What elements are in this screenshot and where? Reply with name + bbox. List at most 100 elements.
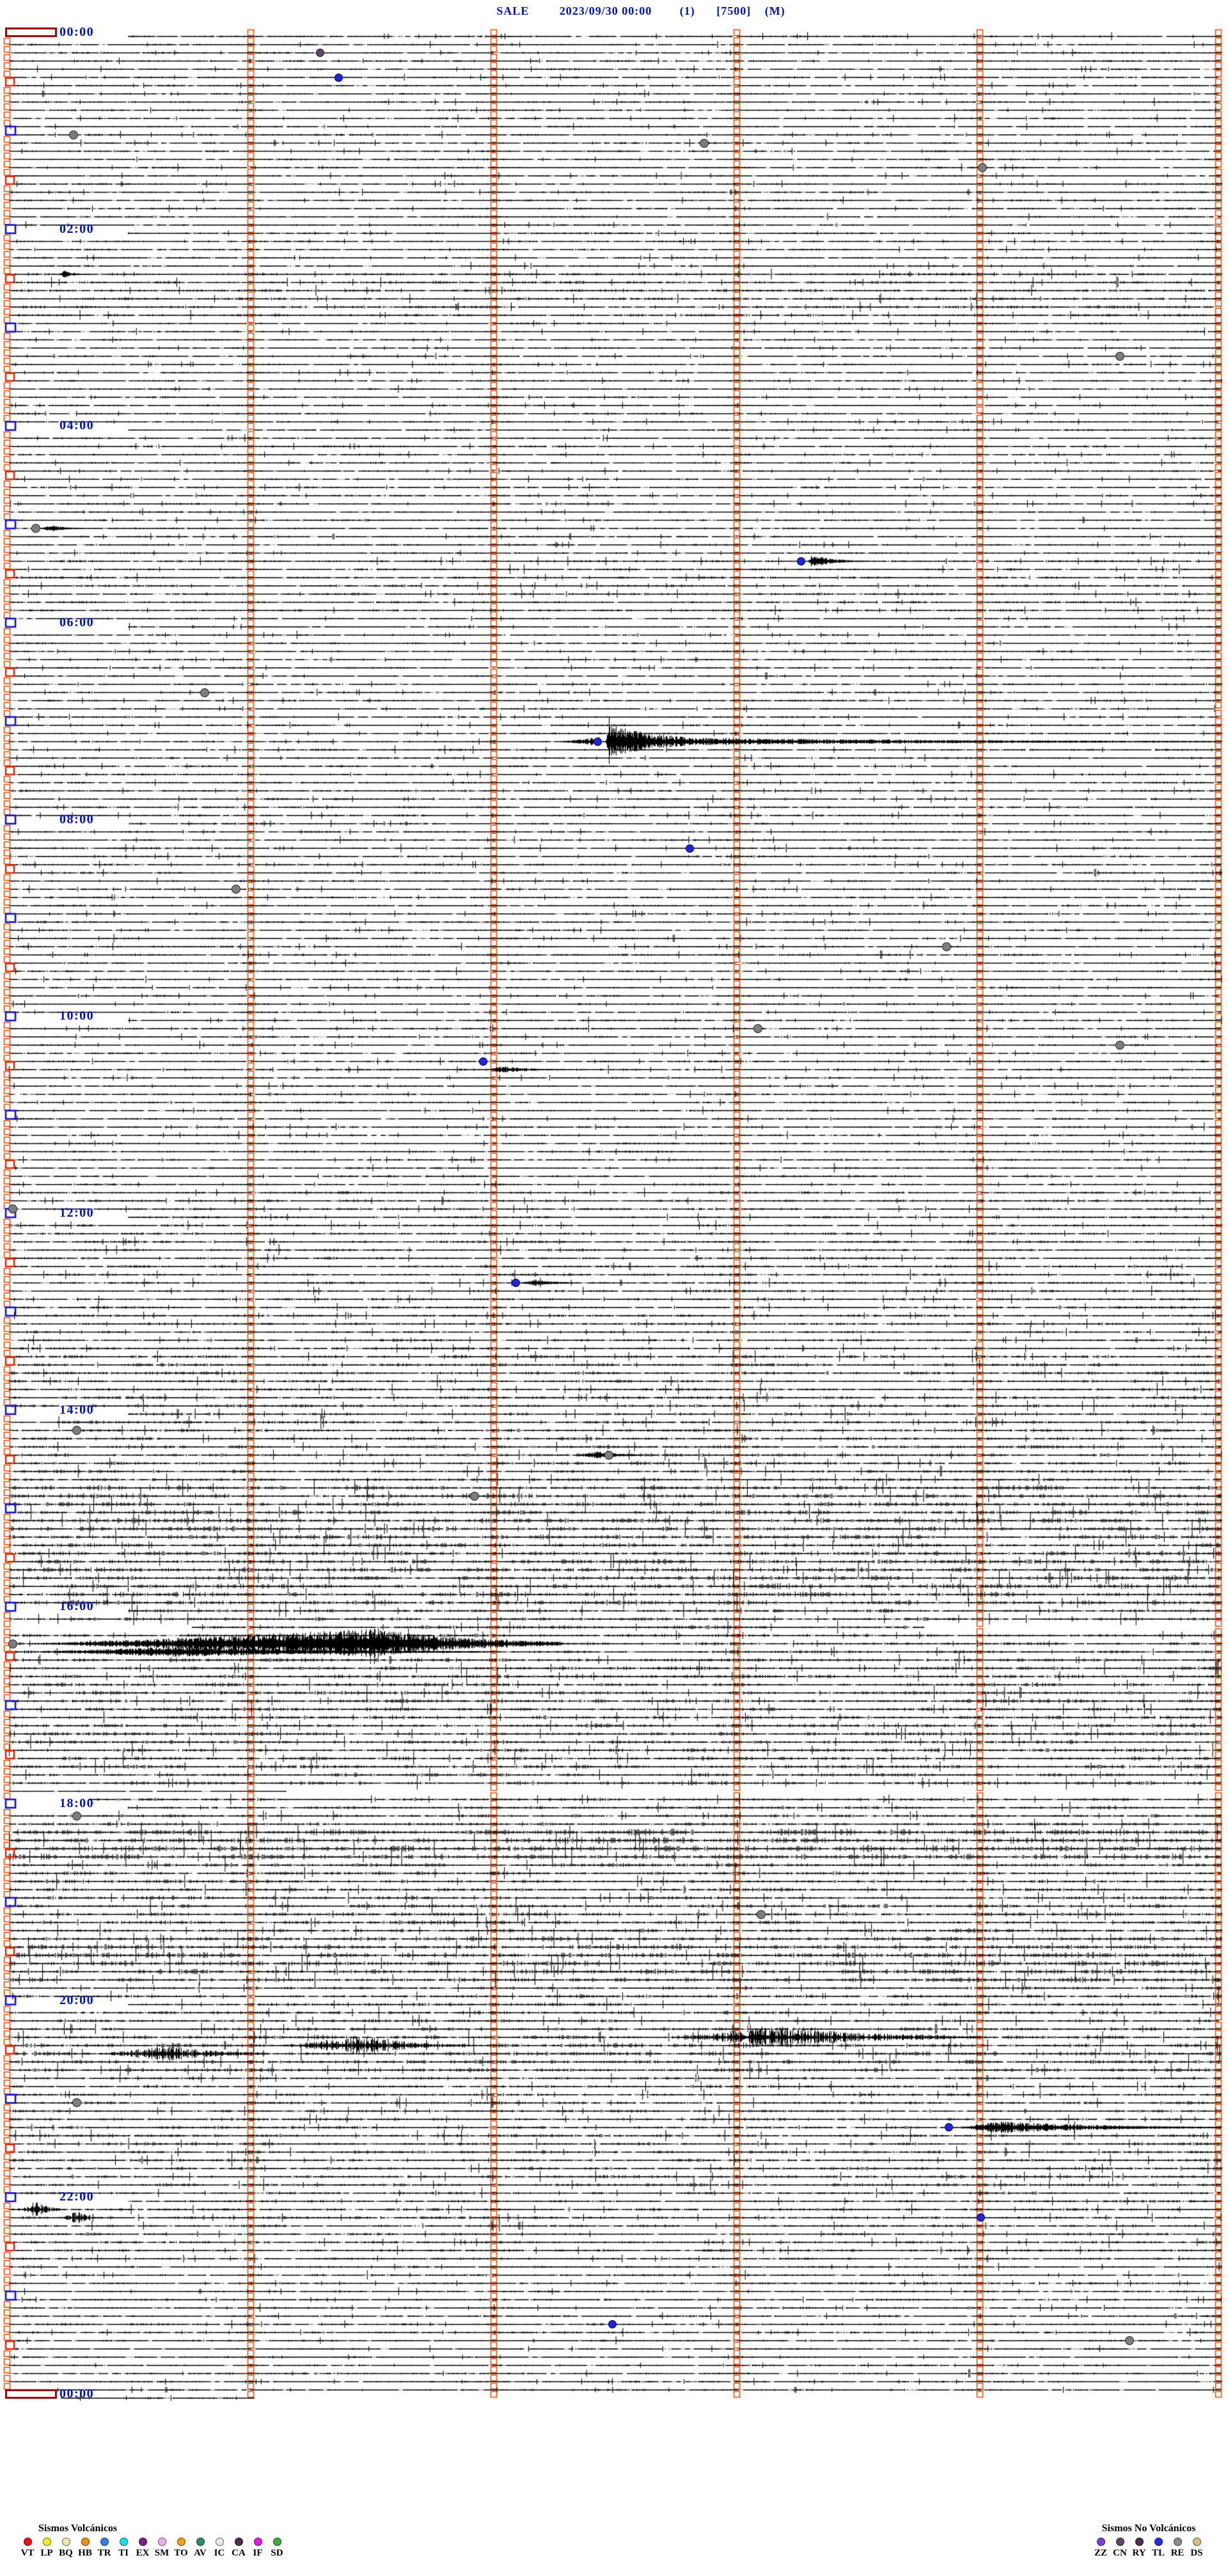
legend-item-SM: SM [152, 2538, 171, 2559]
event-marker-gray[interactable] [1115, 1040, 1124, 1050]
legend-item-EX: EX [133, 2538, 152, 2559]
legend-code: ZZ [1094, 2548, 1107, 2558]
legend-volcanic-title: Sismos Volcánicos [38, 2523, 118, 2534]
event-marker-gray[interactable] [232, 885, 240, 894]
legend-dot-TL [1154, 2538, 1163, 2546]
legend-dot-TI [119, 2538, 128, 2546]
time-label: 02:00 [59, 221, 95, 236]
legend-dot-IF [253, 2538, 262, 2546]
event-marker-blue[interactable] [334, 73, 343, 82]
event-marker-blue[interactable] [608, 2320, 617, 2329]
event-marker-gray[interactable] [753, 1024, 762, 1034]
legend-code: DS [1190, 2548, 1203, 2558]
event-marker-gray[interactable] [8, 1205, 17, 1214]
legend-code: HB [78, 2548, 92, 2558]
legend-dot-CA [234, 2538, 243, 2546]
time-label: 22:00 [59, 2190, 95, 2204]
time-label: 04:00 [59, 418, 95, 433]
event-marker-gray[interactable] [69, 130, 78, 139]
legend-code: IF [253, 2548, 263, 2558]
legend-item-CN: CN [1110, 2538, 1130, 2559]
time-label: 16:00 [59, 1599, 95, 1614]
legend-item-TL: TL [1149, 2538, 1168, 2559]
legend-item-DS: DS [1187, 2538, 1206, 2559]
event-marker-gray[interactable] [1115, 351, 1124, 361]
legend-item-TR: TR [95, 2538, 114, 2559]
legend-dot-BQ [61, 2538, 70, 2546]
legend-non-volcanic: Sismos No Volcánicos ZZ CN RY TL RE DS [1091, 2523, 1206, 2559]
event-marker-gray[interactable] [72, 1426, 81, 1435]
legend-code: TO [174, 2548, 188, 2558]
time-label: 00:00 [59, 2386, 95, 2401]
legend-dot-VT [23, 2538, 32, 2546]
event-marker-purple[interactable] [315, 49, 324, 58]
legend-code: VT [20, 2548, 35, 2558]
legend-code: RY [1132, 2548, 1146, 2558]
time-label: 06:00 [59, 615, 95, 629]
time-label: 20:00 [59, 1993, 95, 2007]
plot-title: SALE 2023/09/30 00:00 (1) [7500] (M) [27, 4, 1228, 18]
legend-dot-RY [1135, 2538, 1144, 2546]
legend-volcanic-items: VT LP BQ HB TR TI EX SM TO AV IC CA IF SD [18, 2538, 287, 2559]
legend-item-SD: SD [267, 2538, 287, 2559]
legend-item-RE: RE [1168, 2538, 1187, 2559]
event-marker-gray[interactable] [604, 1450, 613, 1460]
legend-code: BQ [59, 2548, 73, 2558]
plot-component: (M) [764, 4, 785, 17]
legend-dot-SM [157, 2538, 166, 2546]
legend-item-IC: IC [210, 2538, 229, 2559]
time-label: 12:00 [59, 1205, 95, 1220]
plot-gain: [7500] [716, 4, 752, 17]
event-marker-blue[interactable] [593, 737, 602, 746]
event-marker-blue[interactable] [685, 844, 694, 853]
event-marker-gray[interactable] [978, 163, 987, 173]
plot-sequence: (1) [679, 4, 695, 17]
legend-code: SD [271, 2548, 283, 2558]
event-marker-blue[interactable] [478, 1057, 487, 1066]
event-marker-gray[interactable] [72, 2098, 81, 2108]
legend-item-IF: IF [248, 2538, 267, 2559]
event-marker-gray[interactable] [942, 942, 951, 951]
legend-item-VT: VT [18, 2538, 37, 2559]
legend-code: CN [1113, 2548, 1127, 2558]
event-marker-gray[interactable] [8, 1639, 17, 1648]
legend-item-BQ: BQ [56, 2538, 75, 2559]
legend-code: TL [1151, 2548, 1165, 2558]
time-label: 18:00 [59, 1796, 95, 1810]
legend-item-TI: TI [114, 2538, 133, 2559]
legend-item-AV: AV [191, 2538, 210, 2559]
event-marker-gray[interactable] [31, 524, 40, 533]
legend-code: LP [40, 2548, 53, 2558]
time-label: 14:00 [59, 1402, 95, 1417]
legend-dot-HB [81, 2538, 90, 2546]
event-marker-blue[interactable] [796, 557, 805, 565]
event-marker-gray[interactable] [470, 1491, 479, 1501]
event-marker-gray[interactable] [200, 688, 209, 697]
legend-dot-IC [215, 2538, 224, 2546]
time-label: 08:00 [59, 812, 95, 826]
event-marker-gray[interactable] [1125, 2336, 1134, 2346]
event-marker-blue[interactable] [511, 1279, 520, 1288]
legend-dot-CN [1115, 2538, 1124, 2546]
time-label: 10:00 [59, 1009, 95, 1023]
legend-item-TO: TO [171, 2538, 191, 2559]
legend-code: IC [214, 2548, 225, 2558]
event-marker-gray[interactable] [72, 1811, 81, 1821]
event-marker-blue[interactable] [944, 2123, 953, 2132]
legend-non-volcanic-title: Sismos No Volcánicos [1101, 2523, 1196, 2534]
legend-dot-LP [42, 2538, 51, 2546]
legend-item-CA: CA [229, 2538, 248, 2559]
legend-code: SM [154, 2548, 169, 2558]
event-marker-gray[interactable] [757, 1909, 766, 1919]
legend-dot-TO [177, 2538, 185, 2546]
legend-code: CA [232, 2548, 246, 2558]
event-marker-blue[interactable] [976, 2213, 985, 2222]
legend-dot-SD [272, 2538, 281, 2546]
station-code: SALE [496, 4, 530, 17]
legend-dot-DS [1192, 2538, 1201, 2546]
legend-code: EX [136, 2548, 150, 2558]
legend-code: TI [118, 2548, 129, 2558]
event-marker-gray[interactable] [700, 138, 709, 148]
